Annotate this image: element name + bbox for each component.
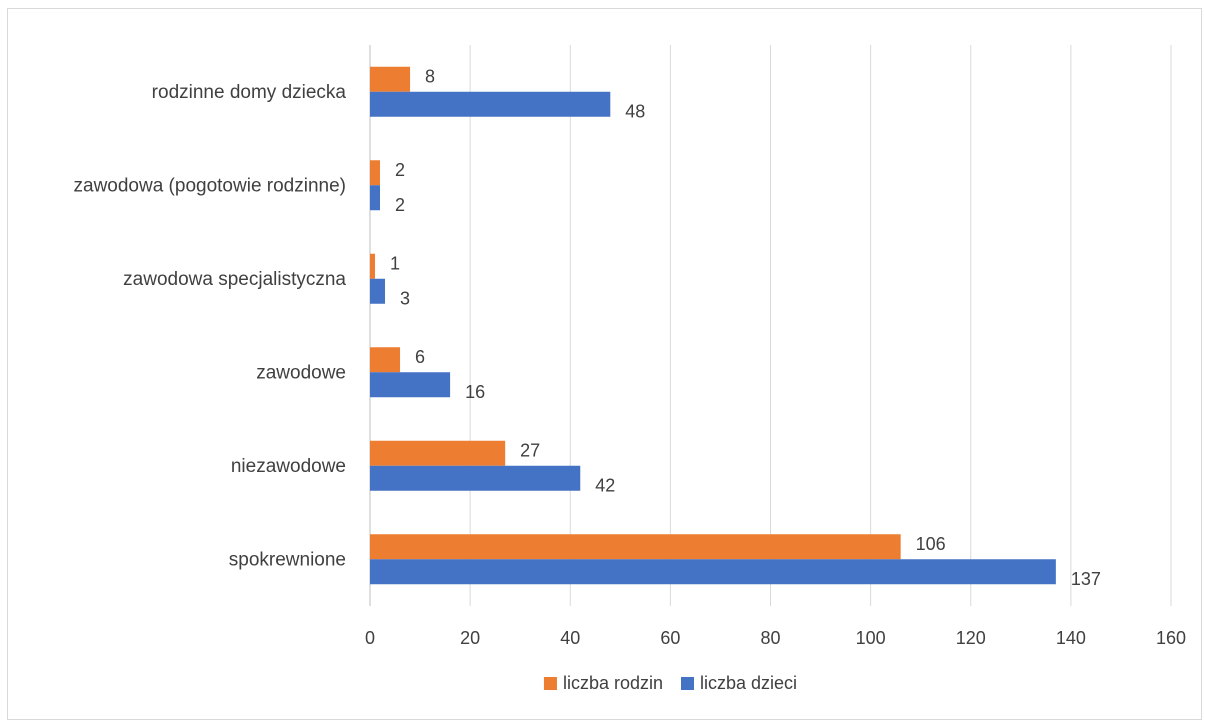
data-label: 6 [415,347,425,367]
bar-liczba-rodzin [370,534,901,560]
data-labels: 8 48 2 2 13 6 16 27 42 106 137 [390,66,1101,589]
category-label: niezawodowe [231,456,346,477]
data-label: 106 [916,534,946,554]
data-label: 137 [1071,569,1101,589]
category-label: spokrewnione [229,549,346,570]
bar-liczba-rodzin [370,160,381,186]
data-label: 3 [400,288,410,308]
x-tick-label: 120 [956,628,986,648]
bar-liczba-rodzin [370,253,376,279]
legend-label: liczba rodzin [563,673,663,693]
bar-liczba-dzieci [370,465,581,491]
data-label: 48 [625,101,645,121]
bar-liczba-dzieci [370,559,1056,585]
x-tick-label: 100 [856,628,886,648]
tick-labels: 0 20 40 60 80 100 120 140 160 [365,628,1186,648]
data-label: 16 [465,382,485,402]
legend-label: liczba dzieci [700,673,797,693]
category-label: rodzinne domy dziecka [152,82,347,103]
data-label: 1 [390,253,400,273]
category-label: zawodowa specjalistyczna [123,269,346,290]
bar-liczba-dzieci [370,278,386,304]
bar-liczba-dzieci [370,185,381,211]
x-tick-label: 140 [1056,628,1086,648]
category-labels: rodzinne domy dziecka zawodowa (pogotowie… [74,82,347,571]
x-tick-label: 160 [1156,628,1186,648]
bar-liczba-rodzin [370,440,506,466]
legend-swatch [681,677,694,690]
x-tick-label: 0 [365,628,375,648]
legend: liczba rodzin liczba dzieci [543,673,797,693]
data-label: 2 [395,160,405,180]
data-label: 27 [520,440,540,460]
gridlines [369,45,1172,606]
bars [370,66,1056,585]
bar-liczba-rodzin [370,66,411,92]
data-label: 42 [595,475,615,495]
bar-liczba-rodzin [370,347,401,373]
data-label: 8 [425,66,435,86]
chart-frame [7,8,1202,720]
category-label: zawodowa (pogotowie rodzinne) [74,175,347,196]
x-tick-label: 60 [660,628,680,648]
x-tick-label: 40 [560,628,580,648]
bar-liczba-dzieci [370,91,611,117]
x-tick-label: 80 [760,628,780,648]
bar-liczba-dzieci [370,372,451,398]
x-tick-label: 20 [460,628,480,648]
category-label: zawodowe [256,362,346,383]
data-label: 2 [395,195,405,215]
legend-swatch [543,677,557,690]
